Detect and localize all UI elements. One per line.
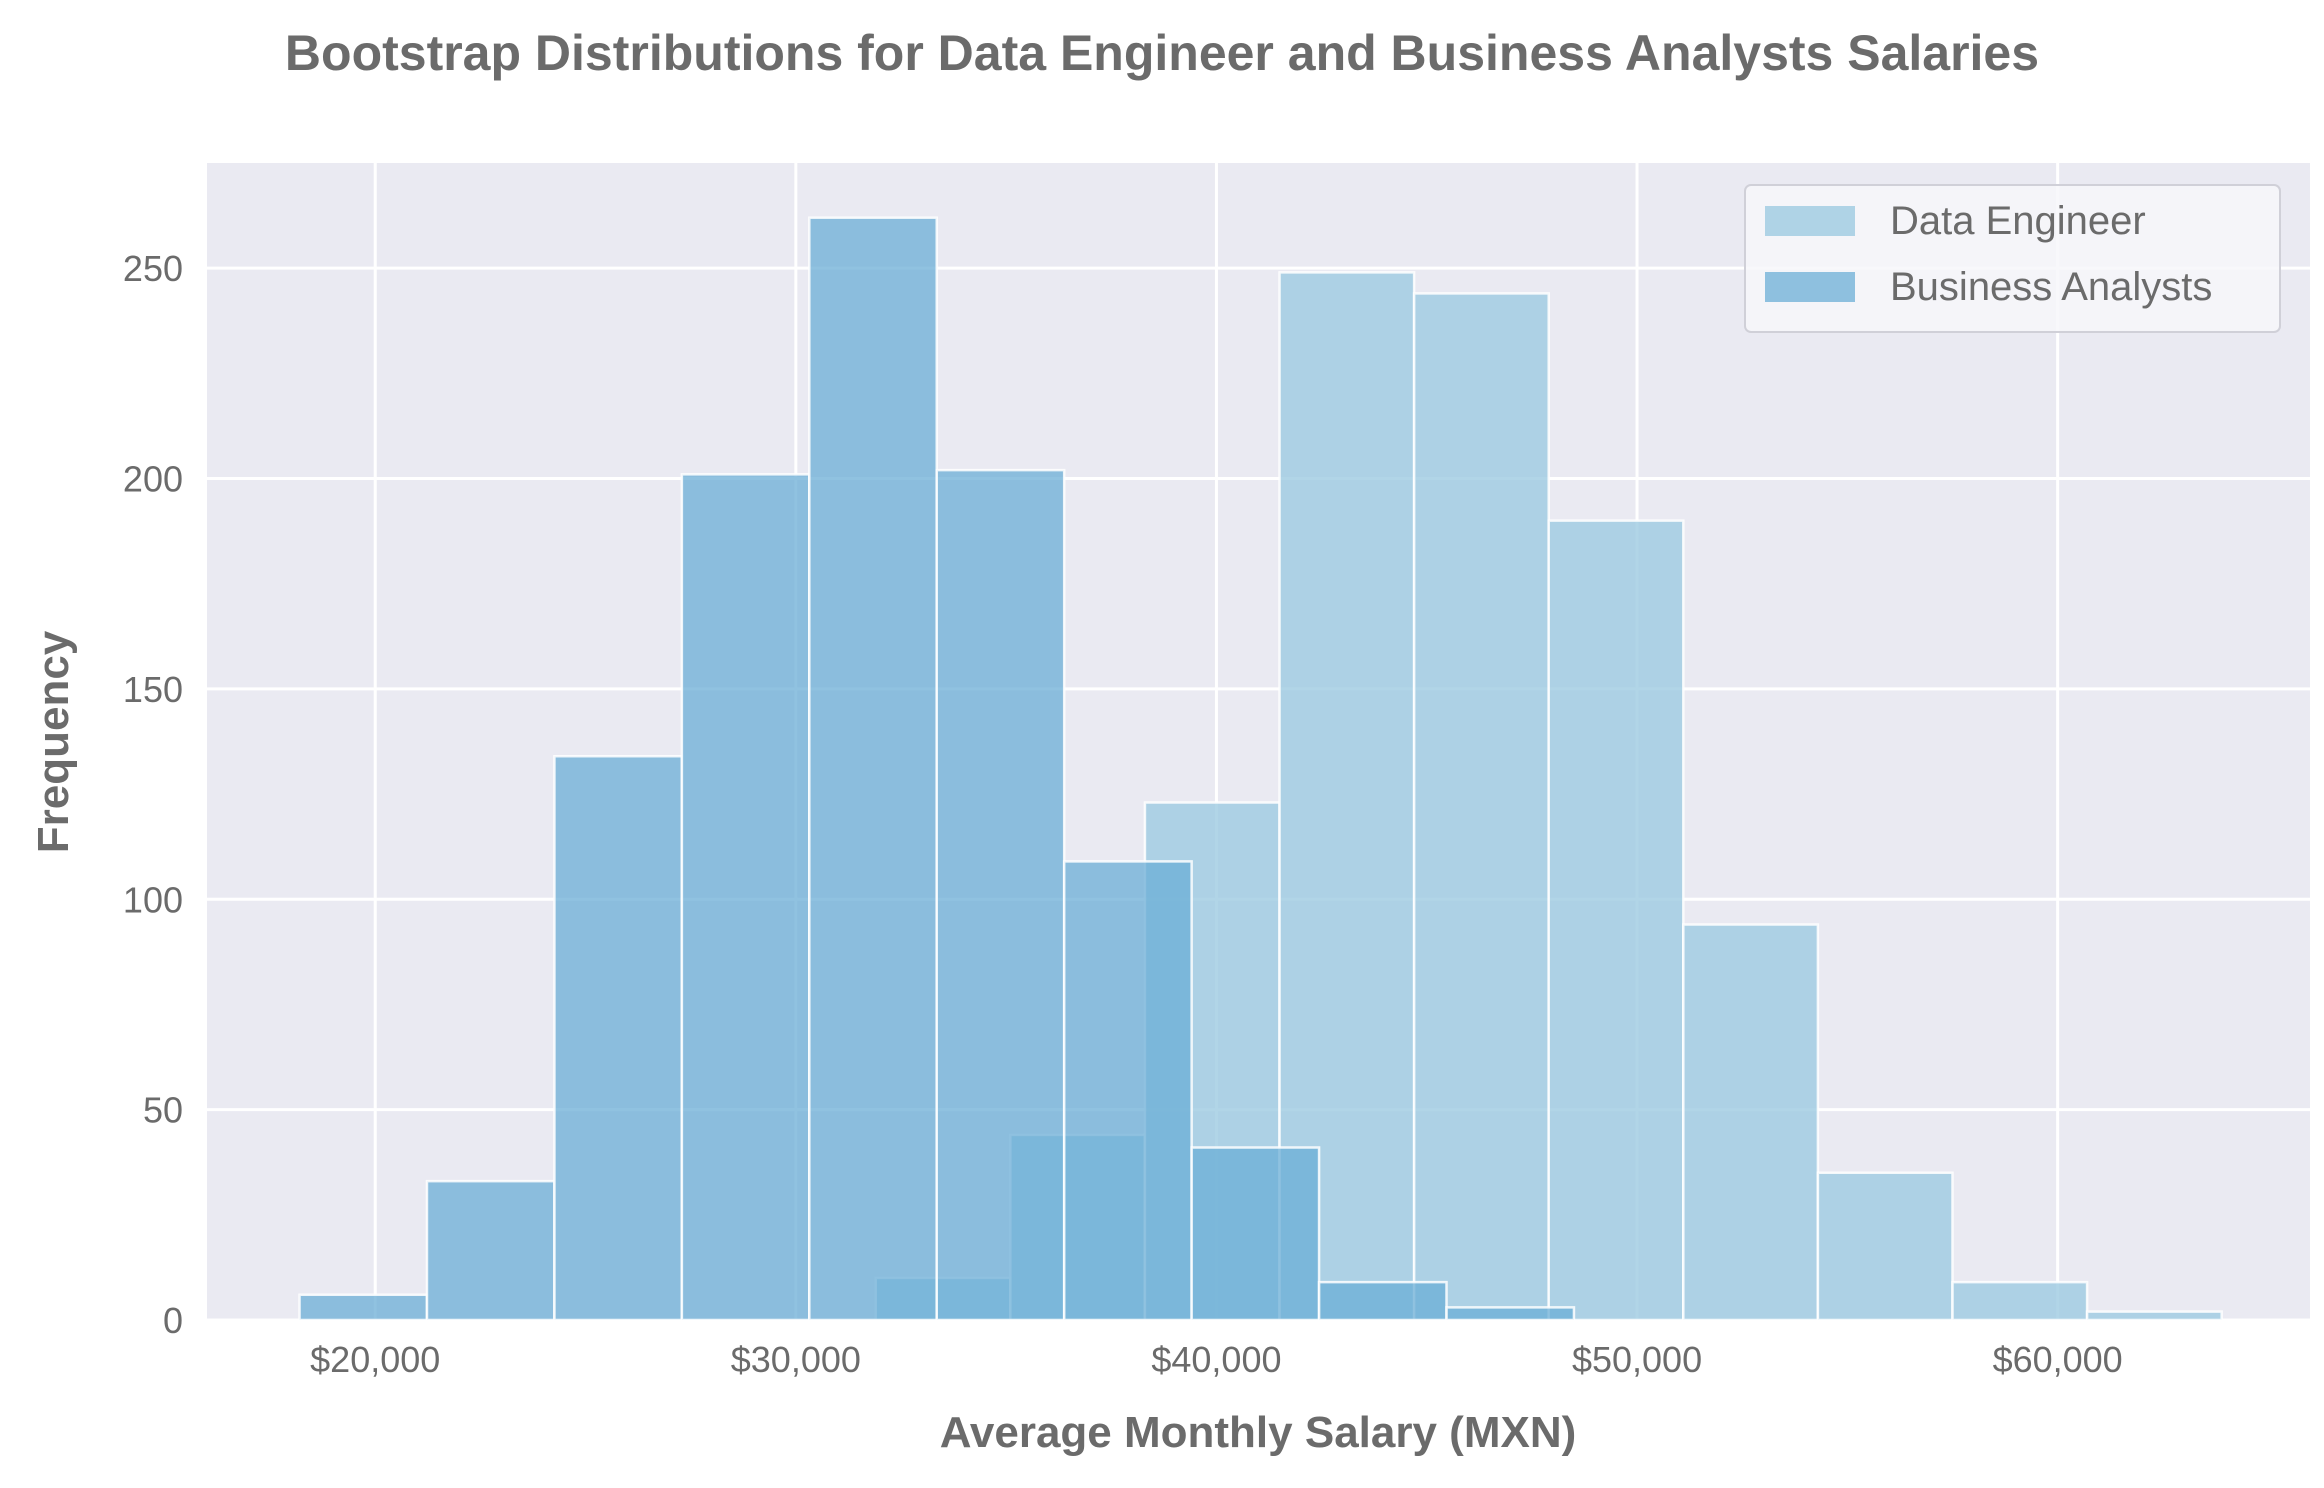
business-analysts-bar	[553, 754, 684, 1322]
business-analysts-bars	[298, 216, 1576, 1322]
y-tick-label: 100	[123, 879, 183, 920]
x-tick-label: $30,000	[731, 1339, 861, 1380]
data-engineer-bar	[1412, 292, 1550, 1322]
business-analysts-bar	[1062, 860, 1193, 1322]
legend-box	[1744, 184, 2281, 333]
x-axis-label: Average Monthly Salary (MXN)	[940, 1408, 1577, 1457]
legend-label-business-analysts: Business Analysts	[1890, 265, 2212, 309]
y-tick-labels: 0 50 100 150 200 250	[123, 248, 183, 1341]
y-tick-label: 150	[123, 669, 183, 710]
data-engineer-bar	[1816, 1171, 1954, 1322]
legend-swatch-data-engineer	[1765, 206, 1855, 236]
business-analysts-bar	[1190, 1146, 1321, 1322]
data-engineer-bar	[1682, 923, 1820, 1322]
legend-swatch-business-analysts	[1765, 272, 1855, 302]
data-engineer-bar	[1951, 1280, 2089, 1322]
x-tick-labels: $20,000 $30,000 $40,000 $50,000 $60,000	[310, 1339, 2123, 1380]
data-engineer-bar	[1547, 519, 1685, 1322]
business-analysts-bar	[1317, 1280, 1448, 1322]
business-analysts-bar	[298, 1293, 429, 1322]
y-tick-label: 50	[143, 1090, 183, 1131]
y-tick-label: 200	[123, 459, 183, 500]
chart-title: Bootstrap Distributions for Data Enginee…	[285, 25, 2039, 81]
y-tick-label: 250	[123, 248, 183, 289]
legend-label-data-engineer: Data Engineer	[1890, 199, 2146, 243]
data-engineer-bar	[2085, 1310, 2223, 1322]
legend: Data Engineer Business Analysts	[1744, 184, 2281, 333]
business-analysts-bar	[935, 468, 1066, 1322]
business-analysts-bar	[808, 216, 938, 1322]
x-tick-label: $60,000	[1993, 1339, 2123, 1380]
business-analysts-bar	[1445, 1306, 1576, 1322]
x-tick-label: $20,000	[310, 1339, 440, 1380]
business-analysts-bar	[680, 473, 811, 1322]
y-tick-label: 0	[163, 1300, 183, 1341]
y-axis-label: Frequency	[29, 630, 78, 853]
business-analysts-bar	[425, 1179, 556, 1322]
x-tick-label: $50,000	[1572, 1339, 1702, 1380]
x-tick-label: $40,000	[1151, 1339, 1281, 1380]
